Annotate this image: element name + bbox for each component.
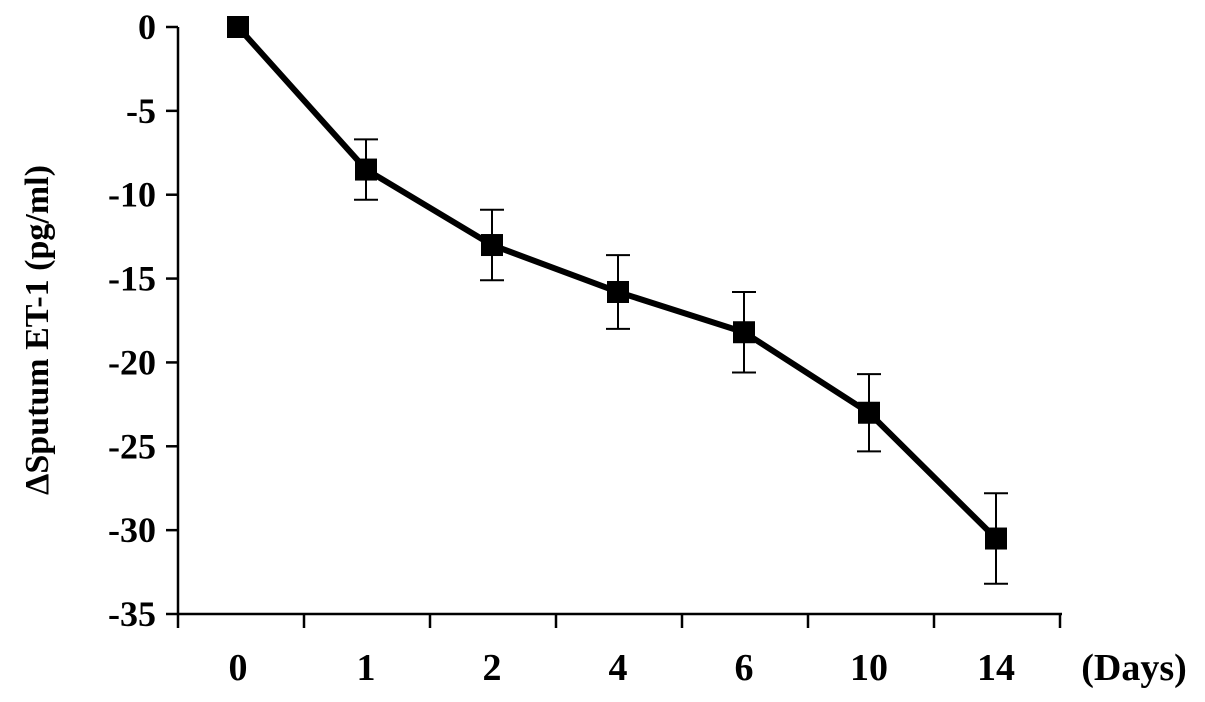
data-point-marker [607, 280, 629, 303]
data-point-marker [985, 527, 1007, 550]
y-tick-label: -20 [108, 342, 156, 382]
x-tick-label: 6 [735, 647, 754, 689]
x-tick-label: 1 [357, 647, 376, 689]
y-tick-label: 0 [138, 7, 156, 47]
x-tick-label: 0 [229, 647, 248, 689]
y-tick-label: -5 [126, 91, 156, 131]
axes: 0 -5 -10 -15 -20 -25 -30 -35 0 1 2 4 6 10 14 [108, 7, 1062, 689]
data-point-marker [858, 401, 880, 424]
data-point-marker [733, 321, 755, 344]
y-tick-label: -15 [108, 259, 156, 299]
plot-area [227, 16, 1008, 585]
x-tick-label: 14 [977, 647, 1015, 689]
y-tick-label: -30 [108, 510, 156, 550]
x-tick-label: 4 [609, 647, 628, 689]
y-tick-label: -35 [108, 594, 156, 634]
x-axis-unit-label: (Days) [1081, 647, 1187, 689]
data-point-marker [355, 158, 377, 181]
y-tick-label: -25 [108, 426, 156, 466]
x-tick-label: 10 [850, 647, 888, 689]
data-point-marker [481, 234, 503, 257]
data-point-marker [227, 16, 249, 38]
x-tick-label: 2 [483, 647, 502, 689]
y-tick-label: -10 [108, 175, 156, 215]
y-axis-label: ΔSputum ET-1 (pg/ml) [19, 165, 56, 495]
